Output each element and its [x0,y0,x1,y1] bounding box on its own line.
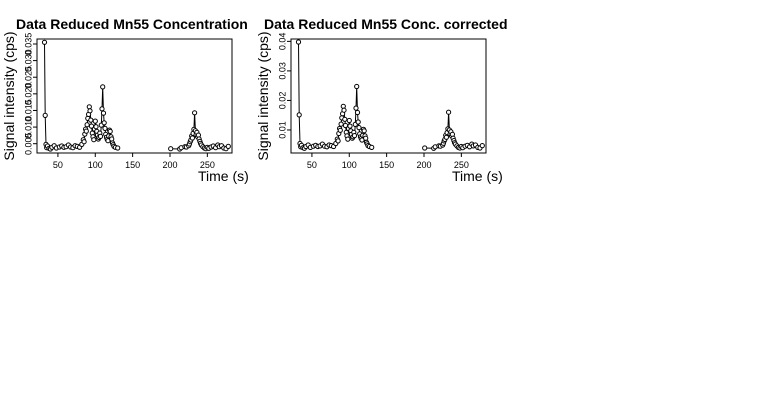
x-tick-label: 100 [88,160,103,170]
data-point [99,106,105,112]
chart-left: Data Reduced Mn55 Concentration Signal i… [1,16,249,184]
y-tick-label: 0.03 [277,62,287,80]
data-point [102,125,108,131]
data-point [41,39,48,45]
data-point [422,145,428,151]
chart-title: Data Reduced Mn55 Conc. corrected [264,16,508,32]
y-tick-label: 0.025 [23,66,33,89]
data-point [225,143,231,149]
y-tick-label: 0.02 [277,92,287,110]
y-tick-label: 0.04 [277,33,287,51]
y-tick-label: 0.01 [277,121,287,139]
data-point [295,39,302,45]
data-point [341,107,347,113]
y-axis-title-wrap: Signal intensity (cps) [1,31,17,160]
data-point [192,110,198,116]
data-point [100,110,107,116]
data-point [335,138,341,144]
y-tick-label: 0.005 [23,132,33,155]
data-point [351,133,358,139]
x-tick-label: 200 [416,160,431,170]
data-point [93,124,99,130]
data-point [189,135,195,141]
data-point [443,134,449,140]
data-point [42,112,48,119]
data-point [115,145,121,151]
x-tick-label: 50 [307,160,317,170]
y-tick-label: 0.015 [23,99,33,122]
chart-title: Data Reduced Mn55 Concentration [16,16,248,32]
y-axis-title: Signal intensity (cps) [255,31,271,160]
data-point [83,128,89,134]
y-axis-title-wrap: Signal intensity (cps) [255,31,271,160]
x-tick-label: 250 [454,160,469,170]
data-point [361,128,367,134]
data-point [107,128,113,134]
data-point [346,117,352,124]
x-tick-label: 150 [379,160,394,170]
data-point [87,108,93,114]
data-point [84,122,90,128]
y-axis-title: Signal intensity (cps) [1,31,17,160]
x-tick-label: 200 [162,160,177,170]
x-tick-label: 150 [125,160,140,170]
data-point [479,143,485,149]
data-point [168,146,174,152]
data-point [296,112,302,118]
x-axis-title: Time (s) [452,168,503,184]
data-point [342,116,348,122]
data-point [338,121,344,127]
data-point [81,139,87,145]
chart-right: Data Reduced Mn55 Conc. corrected Signal… [255,16,508,184]
data-point [337,127,343,133]
x-tick-label: 50 [53,160,63,170]
y-tick-label: 0.010 [23,116,33,139]
data-point [356,125,362,131]
data-point [353,105,359,111]
data-point [92,118,98,124]
data-point [97,133,104,139]
data-point [86,104,92,110]
x-axis-title: Time (s) [198,168,249,184]
y-tick-label: 0.020 [23,83,33,106]
data-point [363,135,369,141]
data-point [347,123,353,129]
x-tick-label: 100 [342,160,357,170]
y-tick-label: 0.030 [23,49,33,72]
data-point [91,137,97,143]
data-point [354,109,361,116]
data-point [355,119,361,125]
data-point [345,136,351,142]
data-point [100,84,106,90]
y-tick-label: 0.035 [23,33,33,56]
data-point [369,144,375,150]
data-point [88,117,94,123]
data-point [354,83,360,90]
data-point [109,136,115,142]
data-point [446,109,452,115]
x-tick-label: 250 [200,160,215,170]
data-point [101,120,107,126]
